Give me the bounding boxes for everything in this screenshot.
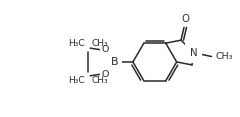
Text: O: O [101, 45, 109, 54]
Text: B: B [111, 57, 119, 67]
Text: N: N [190, 48, 197, 58]
Text: CH₃: CH₃ [91, 76, 108, 85]
Text: H₃C: H₃C [69, 39, 85, 48]
Text: O: O [181, 14, 190, 24]
Text: CH₃: CH₃ [216, 52, 233, 61]
Text: O: O [101, 70, 109, 79]
Text: H₃C: H₃C [69, 76, 85, 85]
Text: CH₃: CH₃ [91, 39, 108, 48]
